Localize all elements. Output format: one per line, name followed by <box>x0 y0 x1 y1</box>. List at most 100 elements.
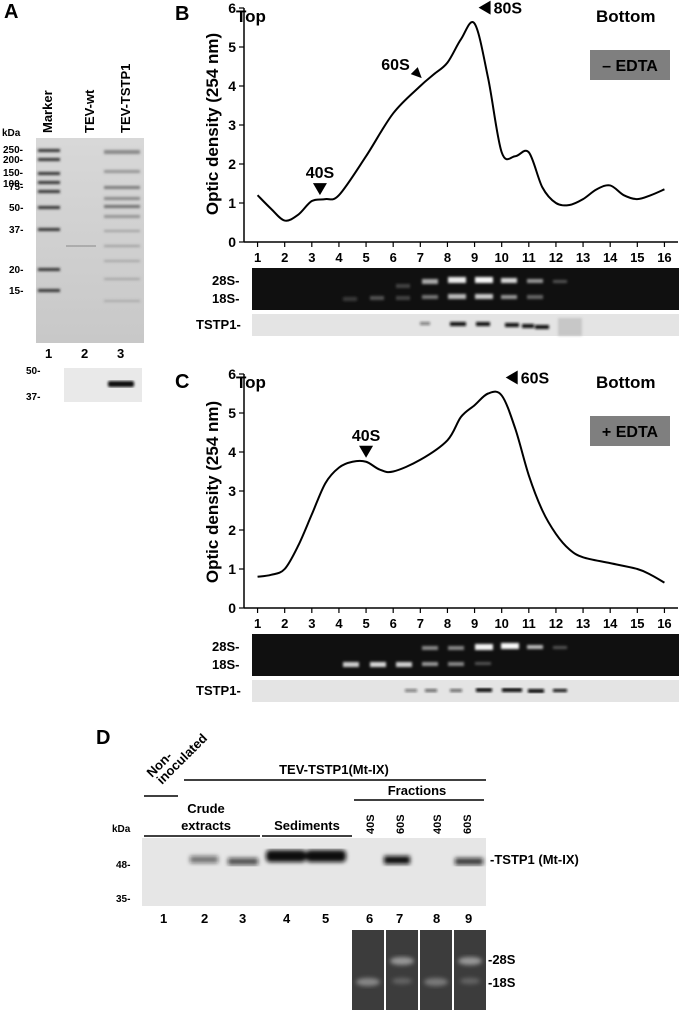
rna-gels-d <box>352 930 486 1010</box>
panel-b: B Top Bottom – EDTA Optic density (254 n… <box>175 0 679 336</box>
svg-text:75-: 75- <box>9 182 23 193</box>
lane-numbers-a: 1 2 3 <box>45 346 124 361</box>
chart-c-y-tick-label: 2 <box>228 522 236 538</box>
chart-c-x-tick-label: 16 <box>657 616 671 631</box>
tstp1-band-a <box>108 381 134 387</box>
chart-b-x-tick-label: 7 <box>417 250 424 265</box>
lane-header-tev-wt: TEV-wt <box>82 89 97 133</box>
chart-b-x-tick-label: 15 <box>630 250 644 265</box>
svg-text:1: 1 <box>45 346 52 361</box>
marker-ladder <box>38 149 60 292</box>
svg-text:50-: 50- <box>9 203 23 214</box>
chart-c-peak-arrow <box>505 370 518 385</box>
chart-c-x-tick-label: 14 <box>603 616 618 631</box>
chart-c-x-tick-label: 5 <box>362 616 369 631</box>
chart-b-x-tick-label: 6 <box>390 250 397 265</box>
gel-c-18s: 18S- <box>212 657 239 672</box>
panel-b-badge-text: – EDTA <box>602 58 658 75</box>
svg-text:5: 5 <box>322 911 329 926</box>
panel-c-badge-text: + EDTA <box>602 424 659 441</box>
tstp1-blot-c <box>252 680 679 702</box>
chart-c-x-tick-label: 7 <box>417 616 424 631</box>
chart-b-x-tick-label: 4 <box>335 250 343 265</box>
svg-text:1: 1 <box>160 911 167 926</box>
svg-text:20-: 20- <box>9 265 23 276</box>
fraction-label-9: 60S <box>462 814 474 834</box>
chart-b-y-tick-label: 5 <box>228 39 236 55</box>
svg-text:200-: 200- <box>3 155 23 166</box>
panel-b-badge <box>590 50 670 80</box>
kda-label-d: kDa <box>112 824 131 835</box>
svg-text:8: 8 <box>433 911 440 926</box>
crude-line2: extracts <box>181 818 231 833</box>
fraction-label-7: 60S <box>395 814 407 834</box>
chart-c-x-tick-label: 8 <box>444 616 451 631</box>
chart-c-series-line <box>257 390 665 584</box>
lane-numbers-d: 1 2 3 4 5 6 7 8 9 <box>160 911 472 926</box>
svg-text:3: 3 <box>117 346 124 361</box>
chart-b-peak-label: 80S <box>494 1 523 18</box>
lane-header-marker: Marker <box>40 90 55 133</box>
panel-d: D Non- inoculated TEV-TSTP1(Mt-IX) Fract… <box>96 727 579 1010</box>
tev-wt-faint-band <box>66 245 96 247</box>
chart-b-peak-label: 60S <box>381 57 410 74</box>
panel-b-letter: B <box>175 3 189 25</box>
tev-tstp1-header: TEV-TSTP1(Mt-IX) <box>279 762 389 777</box>
blot-d-marker-35: 35- <box>116 894 130 905</box>
sds-gel <box>36 138 144 343</box>
rrna-bands-b <box>343 277 567 301</box>
svg-text:4: 4 <box>283 911 291 926</box>
blot-marker-37: 37- <box>26 392 40 403</box>
chart-b-y-tick-label: 1 <box>228 195 236 211</box>
panel-c: C Top Bottom + EDTA Optic density (254 n… <box>175 366 679 702</box>
blot-d-marker-48: 48- <box>116 860 130 871</box>
rna-28s-label: -28S <box>488 952 516 967</box>
lane-header-tev-tstp1: TEV-TSTP1 <box>118 64 133 133</box>
chart-c-x-tick-label: 4 <box>335 616 343 631</box>
chart-b-x-tick-label: 1 <box>254 250 261 265</box>
svg-text:15-: 15- <box>9 286 23 297</box>
tstp1-bands-b <box>420 318 582 336</box>
panel-d-letter: D <box>96 727 110 749</box>
chart-b-peak-label: 40S <box>306 165 335 182</box>
chart-b-x-tick-label: 14 <box>603 250 618 265</box>
chart-c-x-tick-label: 1 <box>254 616 261 631</box>
tev-tstp1-lane-bands <box>104 150 140 302</box>
fraction-label-6: 40S <box>365 814 377 834</box>
panel-b-bottom: Bottom <box>596 7 655 26</box>
chart-b-y-tick-label: 6 <box>228 0 236 16</box>
panel-c-ylabel: Optic density (254 nm) <box>203 401 222 583</box>
svg-text:6: 6 <box>366 911 373 926</box>
blot-c-label: TSTP1- <box>196 683 241 698</box>
rrna-bands-c <box>343 643 567 667</box>
svg-text:3: 3 <box>239 911 246 926</box>
svg-text:150-: 150- <box>3 168 23 179</box>
chart-b-peak-arrow <box>312 183 327 196</box>
chart-c-x-tick-label: 15 <box>630 616 644 631</box>
chart-b-series-line <box>256 21 665 222</box>
rrna-gel-b <box>252 268 679 310</box>
chart-b-x-tick-label: 13 <box>576 250 590 265</box>
rna-18s-label: -18S <box>488 975 516 990</box>
blot-b-label: TSTP1- <box>196 317 241 332</box>
kda-label-a: kDa <box>2 128 21 139</box>
chart-b-x-tick-label: 11 <box>522 250 536 265</box>
chart-c-x-tick-label: 6 <box>390 616 397 631</box>
chart-c-x-tick-label: 13 <box>576 616 590 631</box>
chart-c-y-tick-label: 6 <box>228 366 236 382</box>
blot-marker-50: 50- <box>26 366 40 377</box>
gel-b-18s: 18S- <box>212 291 239 306</box>
western-blot-d <box>142 838 486 906</box>
chart-b-peak-arrow <box>410 67 422 79</box>
chart-b-x-tick-label: 10 <box>494 250 508 265</box>
chart-c-x-tick-label: 3 <box>308 616 315 631</box>
svg-text:7: 7 <box>396 911 403 926</box>
chart-b-y-tick-label: 0 <box>228 234 236 250</box>
fraction-label-8: 40S <box>432 814 444 834</box>
marker-kda-labels: 250- 200- 150- 100- 75- 50- 37- 20- 15- <box>3 145 23 297</box>
tstp1-mt-ix-label: -TSTP1 (Mt-IX) <box>490 852 579 867</box>
chart-c-y-tick-label: 0 <box>228 600 236 616</box>
chart-c-peak-arrow <box>359 445 374 458</box>
